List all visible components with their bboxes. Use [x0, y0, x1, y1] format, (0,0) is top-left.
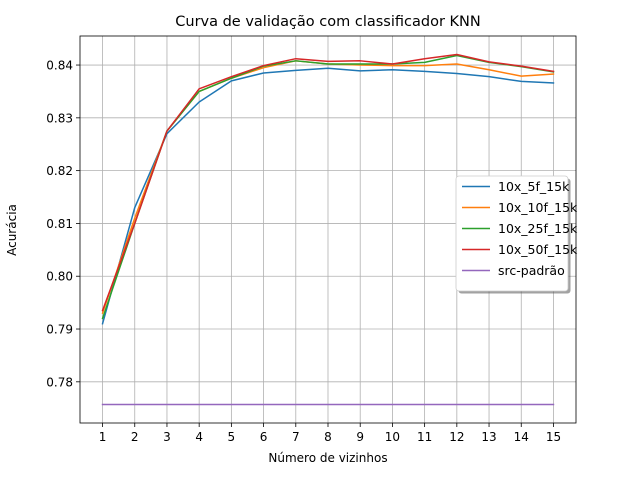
y-axis-ticks: 0.78 0.79 0.80 0.81 0.82 0.83 0.84 — [46, 59, 80, 389]
x-tick-label: 12 — [449, 430, 464, 444]
x-tick-label: 13 — [481, 430, 496, 444]
x-tick-label: 15 — [546, 430, 561, 444]
x-tick-label: 8 — [324, 430, 332, 444]
x-tick-label: 6 — [260, 430, 268, 444]
series-line-10x-5f-15k — [101, 67, 555, 325]
y-tick-label: 0.79 — [46, 323, 73, 337]
x-tick-label: 3 — [163, 430, 171, 444]
chart-title: Curva de validação com classificador KNN — [175, 14, 480, 30]
x-tick-label: 10 — [385, 430, 400, 444]
legend-label: 10x_50f_15k — [498, 242, 578, 257]
x-tick-label: 1 — [99, 430, 107, 444]
y-tick-label: 0.81 — [46, 217, 73, 231]
x-axis-label: Número de vizinhos — [268, 451, 387, 465]
x-tick-label: 11 — [417, 430, 432, 444]
y-tick-label: 0.82 — [46, 164, 73, 178]
legend-label: src-padrão — [498, 263, 565, 278]
x-tick-label: 2 — [131, 430, 139, 444]
legend-label: 10x_5f_15k — [498, 179, 570, 194]
series-line-10x-50f-15k — [101, 53, 555, 312]
y-tick-label: 0.83 — [46, 111, 73, 125]
legend: 10x_5f_15k 10x_10f_15k 10x_25f_15k 10x_50f_… — [455, 175, 578, 294]
x-tick-label: 9 — [356, 430, 364, 444]
legend-box — [455, 175, 569, 292]
x-tick-label: 14 — [514, 430, 529, 444]
y-axis-label: Acurácia — [5, 204, 19, 256]
x-tick-label: 5 — [228, 430, 236, 444]
series-lines — [101, 53, 555, 406]
x-axis-ticks: 1 2 3 4 5 6 7 8 9 10 11 12 13 14 15 — [99, 423, 561, 444]
y-tick-label: 0.84 — [46, 59, 73, 73]
y-tick-label: 0.80 — [46, 270, 73, 284]
y-tick-label: 0.78 — [46, 375, 73, 389]
x-tick-label: 7 — [292, 430, 300, 444]
legend-label: 10x_10f_15k — [498, 200, 578, 215]
x-tick-label: 4 — [195, 430, 203, 444]
legend-label: 10x_25f_15k — [498, 221, 578, 236]
